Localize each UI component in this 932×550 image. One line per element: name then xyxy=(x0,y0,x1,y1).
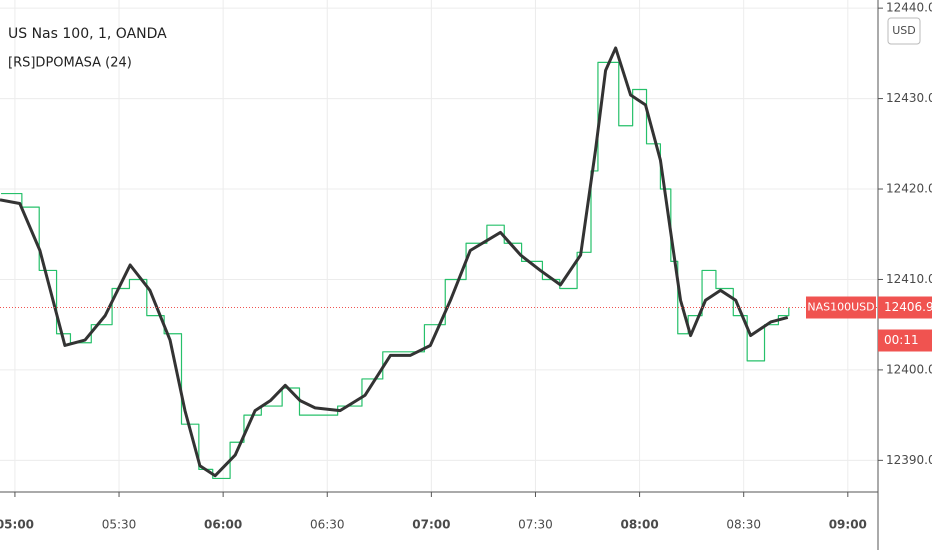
x-tick-label: 05:30 xyxy=(102,518,137,532)
x-tick-label: 09:00 xyxy=(829,518,867,532)
y-tick-label: 12440.0 xyxy=(886,1,932,15)
currency-label[interactable]: USD xyxy=(892,24,916,37)
x-tick-label: 06:00 xyxy=(204,518,242,532)
y-tick-label: 12410.0 xyxy=(886,272,932,286)
y-tick-label: 12390.0 xyxy=(886,453,932,467)
x-tick-label: 08:00 xyxy=(620,518,658,532)
x-tick-label: 05:00 xyxy=(0,518,34,532)
x-tick-label: 07:00 xyxy=(412,518,450,532)
grid-layer: 12390.0 12400.0 12410.0 12420.0 12430.0 12440… xyxy=(0,0,932,532)
chart-title: US Nas 100, 1, OANDA xyxy=(8,26,167,42)
x-tick-label: 07:30 xyxy=(518,518,553,532)
series-line xyxy=(1,61,790,480)
label-layer: NAS100USD 12406.9 00:11 xyxy=(806,296,932,352)
countdown-tag xyxy=(878,329,932,352)
price-tag xyxy=(878,296,932,319)
y-tick-label: 12400.0 xyxy=(886,362,932,376)
symbol-tag xyxy=(806,296,876,319)
y-tick-label: 12430.0 xyxy=(886,91,932,105)
price-tag-label: 12406.9 xyxy=(884,300,932,314)
symbol-tag-label: NAS100USD xyxy=(807,301,874,314)
x-tick-label: 08:30 xyxy=(726,518,761,532)
mark-layer xyxy=(0,46,878,480)
currency-button[interactable] xyxy=(887,17,921,45)
indicator-name: [RS]DPOMASA (24) xyxy=(8,56,132,71)
countdown-label: 00:11 xyxy=(884,333,919,347)
y-tick-label: 12420.0 xyxy=(886,182,932,196)
x-tick-label: 06:30 xyxy=(310,518,345,532)
series-line xyxy=(0,46,789,478)
